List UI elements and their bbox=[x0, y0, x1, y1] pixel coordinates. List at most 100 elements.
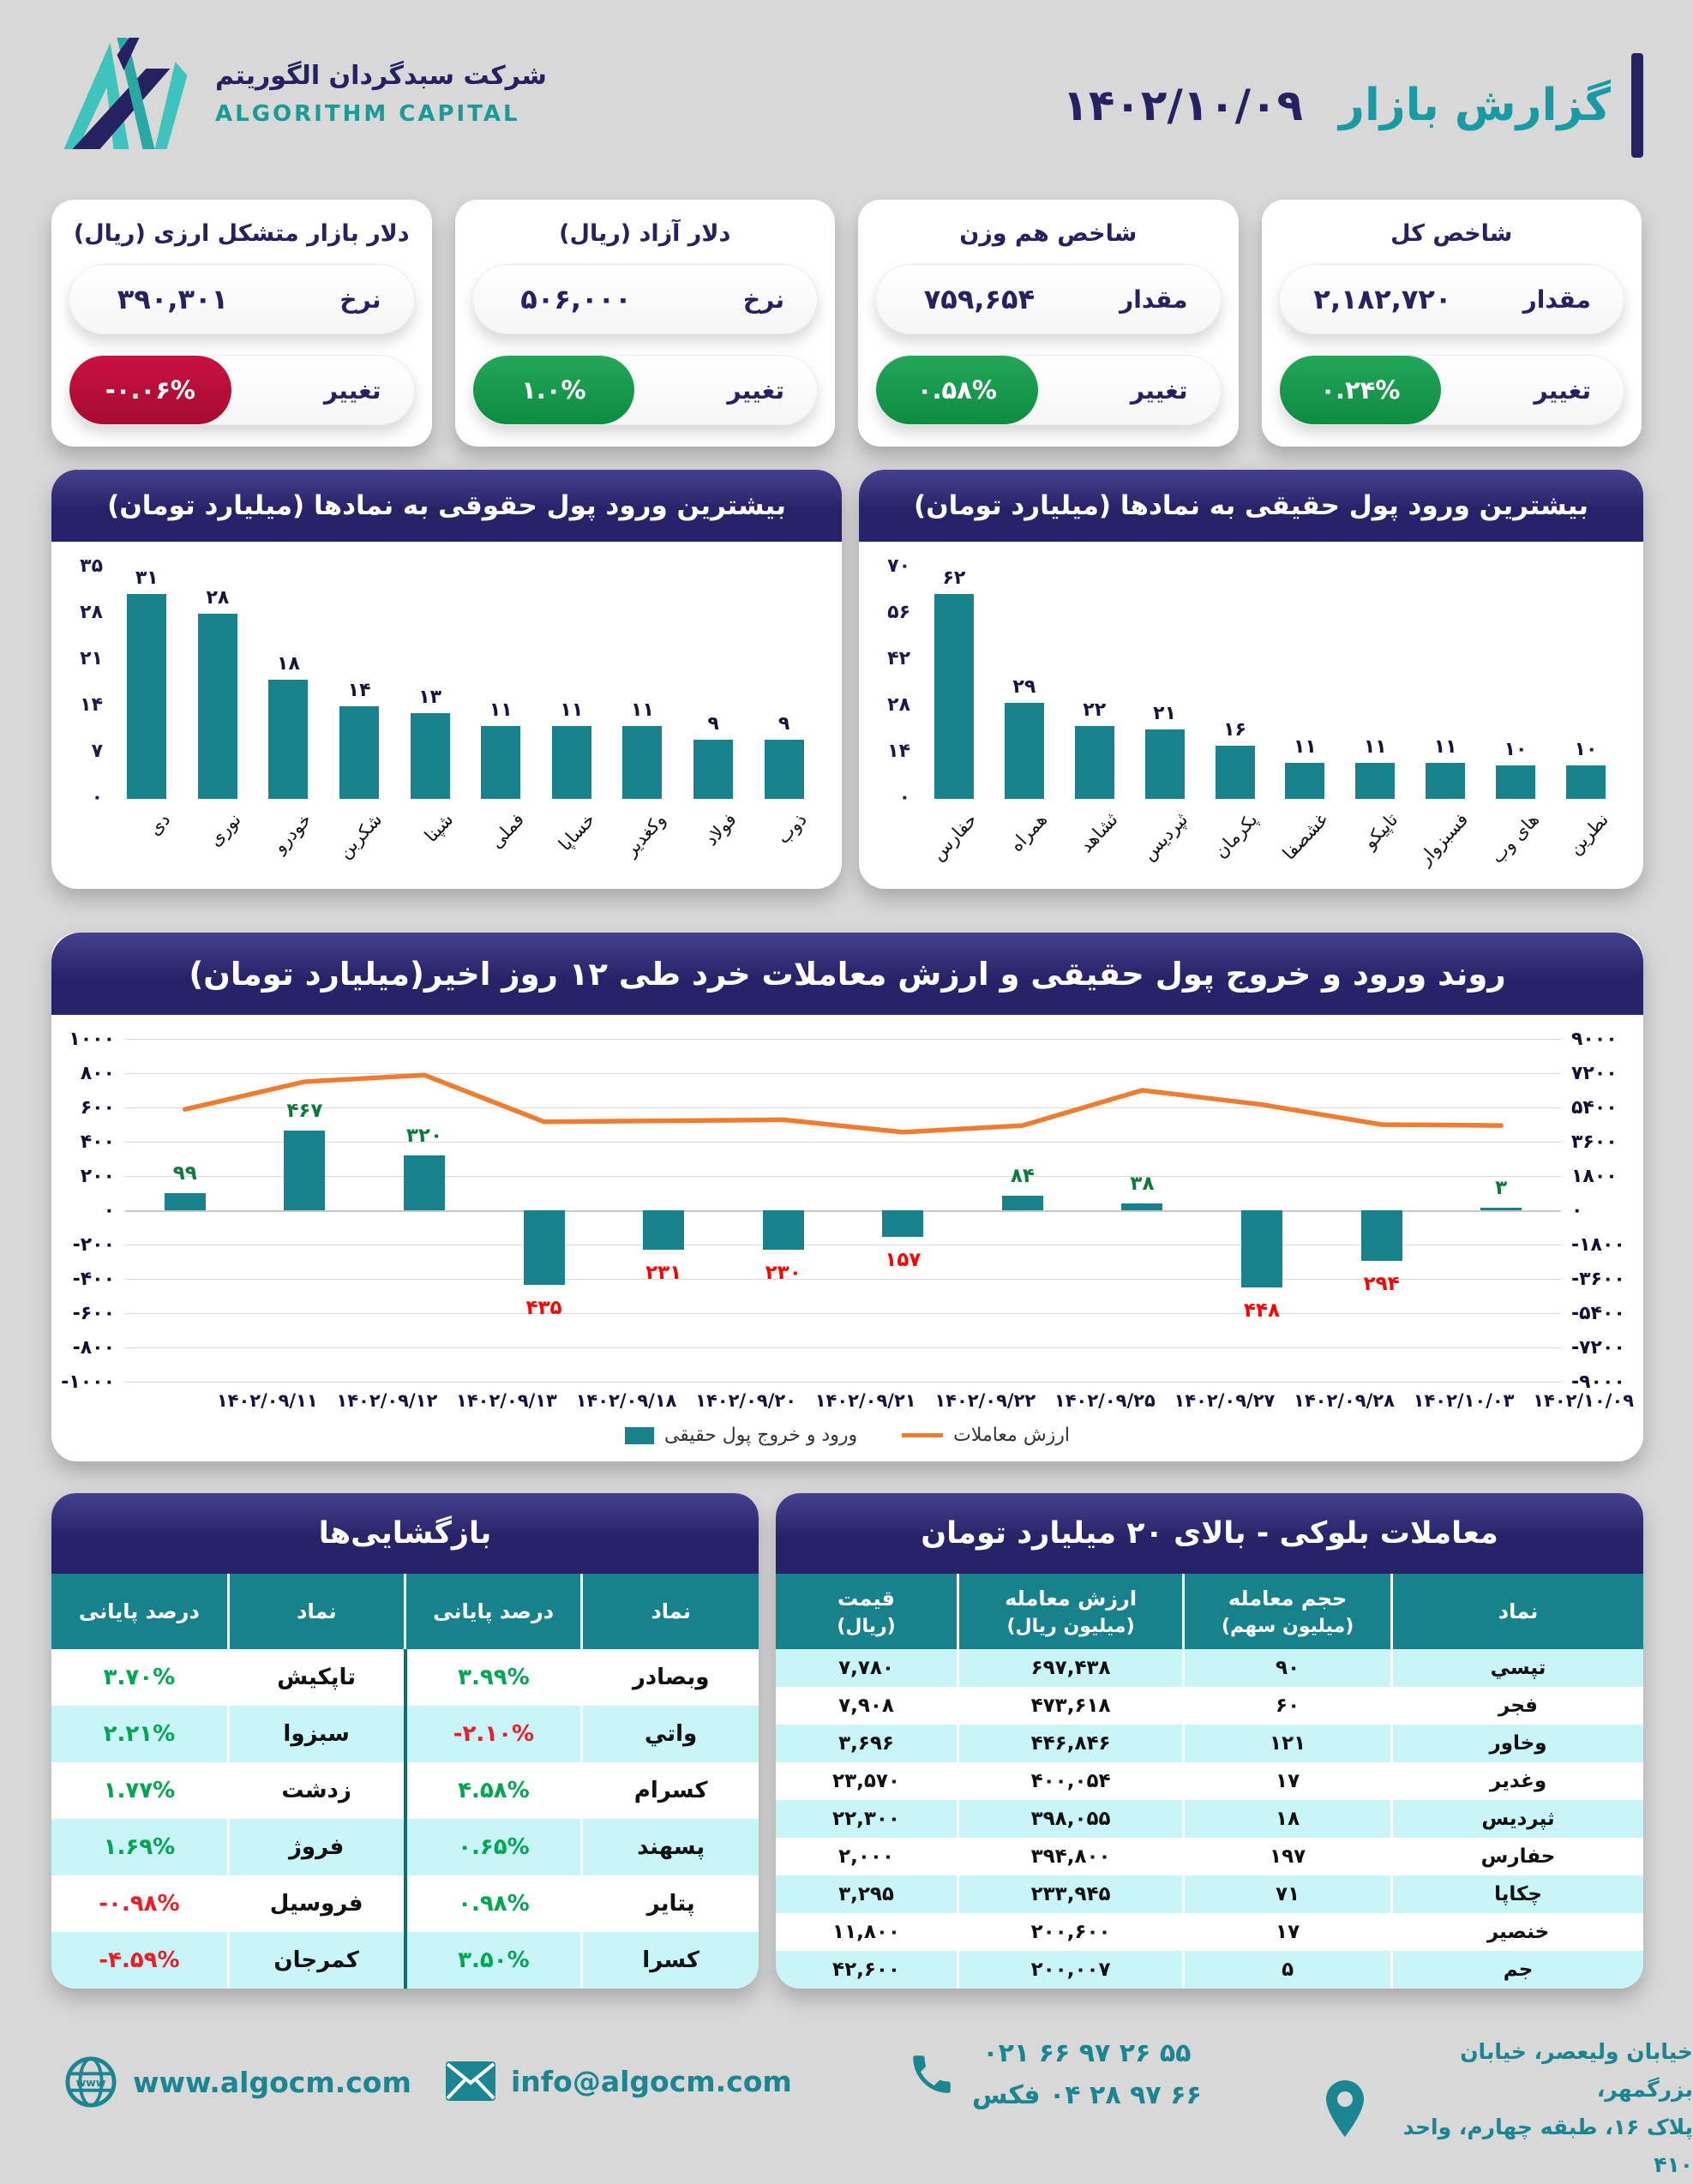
flow-bar-value: ۲۳۰ bbox=[765, 1262, 801, 1284]
bar-category-label: فملی bbox=[485, 809, 528, 853]
email-address[interactable]: info@algocm.com bbox=[511, 2064, 792, 2098]
column-header: نماد bbox=[1390, 1574, 1643, 1649]
orange-line-swatch bbox=[902, 1433, 944, 1437]
bar-category-label: های وب bbox=[1486, 809, 1543, 867]
bar-value-label: ۱۰ bbox=[1504, 739, 1528, 761]
y-tick-label: ۱۴ bbox=[80, 694, 103, 716]
number-cell: ۳۹۴,۸۰۰ bbox=[957, 1838, 1184, 1875]
right-y-tick: ۵۴۰۰ bbox=[1571, 1097, 1618, 1119]
bar-value-label: ۱۴ bbox=[347, 680, 371, 701]
bar-value-label: ۱۱ bbox=[631, 699, 654, 722]
symbol-cell: واتي bbox=[580, 1706, 759, 1762]
change-label: تغییر bbox=[323, 375, 381, 405]
flow-bar-value: ۴۳۵ bbox=[525, 1297, 562, 1319]
left-y-tick: ۱۰۰۰ bbox=[69, 1029, 115, 1050]
change-badge: ۰.۵۸% bbox=[876, 356, 1038, 424]
bar-value-label: ۹ bbox=[707, 712, 719, 735]
symbol-cell: فجر bbox=[1390, 1687, 1643, 1725]
change-label: تغییر bbox=[1130, 375, 1188, 405]
bar-category-label: ذوب bbox=[772, 809, 812, 849]
bar-category-label: غشصفا bbox=[1279, 809, 1332, 864]
number-cell: ۴۷۳,۶۱۸ bbox=[957, 1687, 1184, 1725]
bar-value-label: ۲۹ bbox=[1012, 676, 1036, 699]
phone-icon bbox=[913, 2055, 951, 2093]
bar-category-label: شکربن bbox=[334, 809, 387, 863]
number-cell: ۳,۶۹۶ bbox=[776, 1725, 958, 1762]
left-y-tick: -۸۰۰ bbox=[72, 1337, 115, 1359]
bar bbox=[551, 726, 591, 799]
flow-bar bbox=[882, 1210, 924, 1238]
stat-card-nima-dollar: دلار بازار متشکل ارزی (ریال) نرخ ۳۹۰,۳۰۱… bbox=[51, 200, 432, 447]
bar bbox=[410, 712, 450, 799]
number-cell: ۳۹۸,۰۵۵ bbox=[957, 1800, 1184, 1838]
bar bbox=[197, 614, 237, 799]
legend-item-money-flow: ورود و خروج پول حقیقی bbox=[624, 1425, 857, 1446]
y-tick-label: ۷۰ bbox=[887, 555, 910, 577]
y-tick-label: ۰ bbox=[91, 787, 103, 808]
bar bbox=[1496, 765, 1536, 799]
envelope-icon bbox=[446, 2061, 495, 2101]
bar-group: ۱۶ پکرمان bbox=[1210, 719, 1262, 861]
bar bbox=[1215, 746, 1255, 799]
closing-pct-cell: ۲.۲۱% bbox=[51, 1706, 229, 1762]
bar-group: ۱۱ تاپیکو bbox=[1349, 735, 1402, 853]
value-pill: نرخ ۳۹۰,۳۰۱ bbox=[69, 264, 415, 334]
bar-value-label: ۱۱ bbox=[1363, 735, 1387, 758]
flow-bar bbox=[284, 1130, 326, 1210]
bar bbox=[127, 593, 167, 799]
y-axis: ۳۵ ۲۸ ۲۱ ۱۴ ۷ ۰ bbox=[63, 555, 111, 808]
number-cell: ۱۱,۸۰۰ bbox=[832, 1921, 900, 1943]
footer-address: خیابان ولیعصر، خیابان بزرگمهر، پلاک ۱۶، … bbox=[1324, 2033, 1693, 2184]
left-y-tick: -۲۰۰ bbox=[72, 1234, 115, 1256]
fax-number[interactable]: ۶۶ ۹۷ ۲۸ ۰۴ فکس bbox=[972, 2080, 1202, 2110]
bar-group: ۱۱ فسبزوار bbox=[1415, 735, 1473, 869]
bar-group: ۲۱ ثپردیس bbox=[1138, 703, 1192, 864]
column-header: حجم معامله (میلیون سهم) bbox=[1182, 1574, 1392, 1649]
y-tick-label: ۱۴ bbox=[887, 741, 910, 762]
phone-number[interactable]: ۰۲۱ ۶۶ ۹۷ ۲۶ ۵۵ bbox=[982, 2038, 1192, 2068]
value-text: ۷۵۹,۶۵۴ bbox=[923, 283, 1036, 315]
column-header-symbol: نماد bbox=[226, 1574, 405, 1649]
bar-category-label: شپنا bbox=[420, 809, 458, 847]
closing-pct-cell: ۳.۹۹% bbox=[403, 1649, 582, 1706]
bar-value-label: ۱۱ bbox=[1433, 735, 1457, 758]
column-header-closing-pct: درصد پایانی bbox=[51, 1574, 229, 1649]
footer-website: www www.algocm.com bbox=[64, 2055, 411, 2109]
symbol-cell: کسرام bbox=[580, 1762, 759, 1819]
bar-group: ۱۱ فملی bbox=[475, 699, 528, 852]
bar-value-label: ۲۱ bbox=[1153, 703, 1177, 724]
chart-legend: ارزش معاملات ورود و خروج پول حقیقی bbox=[51, 1425, 1643, 1446]
right-y-tick: -۷۲۰۰ bbox=[1571, 1337, 1625, 1359]
flow-bar bbox=[1480, 1208, 1522, 1210]
plot-area: ۳۱ دی ۲۸ نوری ۱۸ خودرو ۱۴ شکربن ۱۳ شپنا ۱۱ فملی ۱۱ خس… bbox=[111, 567, 819, 862]
symbol-cell: پتایر bbox=[580, 1875, 759, 1932]
number-cell: ۲۳,۵۷۰ bbox=[832, 1770, 900, 1792]
bar bbox=[339, 706, 380, 799]
symbol-cell: وخاور bbox=[1390, 1725, 1643, 1762]
closing-pct-cell: ۱.۶۹% bbox=[51, 1819, 229, 1875]
number-cell: ۵ bbox=[1182, 1951, 1392, 1989]
value-pill: مقدار ۲,۱۸۲,۷۲۰ bbox=[1278, 264, 1624, 334]
bar-value-label: ۱۶ bbox=[1223, 719, 1246, 741]
table-row: ثپردیس ۱۸ ۳۹۸,۰۵۵ ۲۲,۳۰۰ bbox=[776, 1800, 1643, 1838]
flow-bar-value: ۴۶۷ bbox=[286, 1099, 323, 1122]
header-line: قیمت bbox=[837, 1586, 896, 1611]
website-url[interactable]: www.algocm.com bbox=[133, 2065, 411, 2099]
block-trades-table-card: معاملات بلوکی - بالای ۲۰ میلیارد تومان ن… bbox=[776, 1493, 1643, 1989]
bar-category-label: همراه bbox=[1006, 809, 1052, 856]
table-row: وغدیر ۱۷ ۴۰۰,۰۵۴ ۲۳,۵۷۰ bbox=[776, 1762, 1643, 1800]
x-date-label: ۱۴۰۲/۰۹/۱۸ bbox=[575, 1390, 677, 1411]
x-date-label: ۱۴۰۲/۰۹/۱۲ bbox=[336, 1390, 438, 1411]
bar-group: ۱۱ غشصفا bbox=[1279, 736, 1332, 864]
x-date-label: ۱۴۰۲/۱۰/۰۹ bbox=[1533, 1390, 1635, 1411]
plot-area: ۶۲ حفارس ۲۹ همراه ۲۲ ثشاهد ۲۱ ثپردیس ۱۶ پکرمان ۱۱ غ… bbox=[919, 567, 1621, 869]
bar-group: ۳۱ دی bbox=[121, 567, 174, 839]
table-row: وخاور ۱۲۱ ۴۴۶,۸۴۶ ۳,۶۹۶ bbox=[776, 1725, 1643, 1762]
chart-title: روند ورود و خروج پول حقیقی و ارزش معاملا… bbox=[51, 933, 1643, 1015]
block-trades-table: نماد حجم معامله (میلیون سهم) ارزش معامله (می… bbox=[776, 1574, 1643, 1989]
number-cell: ۷,۹۰۸ bbox=[838, 1695, 894, 1717]
bar-value-label: ۳۱ bbox=[135, 567, 159, 589]
y-tick-label: ۲۸ bbox=[80, 602, 103, 623]
left-y-tick: ۰ bbox=[103, 1200, 115, 1221]
bar-category-label: پکرمان bbox=[1210, 809, 1263, 862]
